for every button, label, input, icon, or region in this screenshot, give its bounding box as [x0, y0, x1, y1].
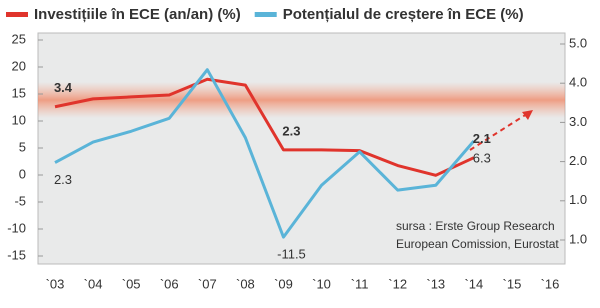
legend-label: Investițiile în ECE (an/an) (%) [34, 6, 241, 23]
y2-tick-label: 5.0 [569, 35, 587, 50]
x-tick-label: `14 [464, 276, 483, 291]
data-label: 2.3 [282, 123, 300, 138]
y-tick-label: 10 [12, 112, 26, 127]
data-label: 6.3 [473, 150, 491, 165]
y-tick-label: -10 [7, 220, 26, 235]
data-label: 3.4 [54, 80, 73, 95]
band [38, 82, 565, 118]
data-label: -11.5 [277, 247, 306, 262]
legend-swatch [6, 12, 28, 17]
x-tick-label: `08 [236, 276, 255, 291]
legend-label: Potențialul de creștere în ECE (%) [283, 6, 524, 23]
source: European Comission, Eurostat [396, 237, 559, 251]
trend-arrow [469, 111, 531, 151]
y2-tick-label: 2.0 [569, 153, 587, 168]
arrow-head [522, 110, 533, 120]
source: sursa : Erste Group Research [396, 219, 555, 233]
x-tick-label: `09 [274, 276, 293, 291]
y2-tick-label: 3.0 [569, 114, 587, 129]
x-tick-label: `11 [351, 276, 369, 291]
data-label: 2.1 [473, 131, 491, 146]
y-tick-label: 20 [12, 58, 26, 73]
legend-swatch [254, 12, 277, 17]
x-tick-label: `12 [388, 276, 407, 291]
x-tick-label: `05 [122, 276, 141, 291]
y2-tick-label: 4.0 [569, 75, 587, 90]
y-tick-label: 5 [19, 139, 26, 154]
series-line [54, 77, 475, 177]
y2-tick-label: 1.0 [569, 192, 587, 207]
x-tick-label: `13 [426, 276, 445, 291]
y2-tick-label: 1.0 [569, 231, 587, 246]
data-label: 2.3 [54, 172, 72, 187]
x-tick-label: `06 [160, 276, 179, 291]
x-tick-label: `07 [198, 276, 217, 291]
y-tick-label: 25 [12, 31, 26, 46]
y-tick-label: 15 [12, 85, 26, 100]
x-tick-label: `03 [46, 276, 65, 291]
x-tick-label: `16 [541, 276, 560, 291]
x-tick-label: `10 [312, 276, 331, 291]
y-tick-label: -5 [14, 193, 26, 208]
y-tick-label: 0 [19, 166, 26, 181]
x-tick-label: `04 [84, 276, 103, 291]
series-line [54, 68, 475, 239]
x-tick-label: `15 [503, 276, 522, 291]
y-tick-label: -15 [7, 247, 26, 262]
